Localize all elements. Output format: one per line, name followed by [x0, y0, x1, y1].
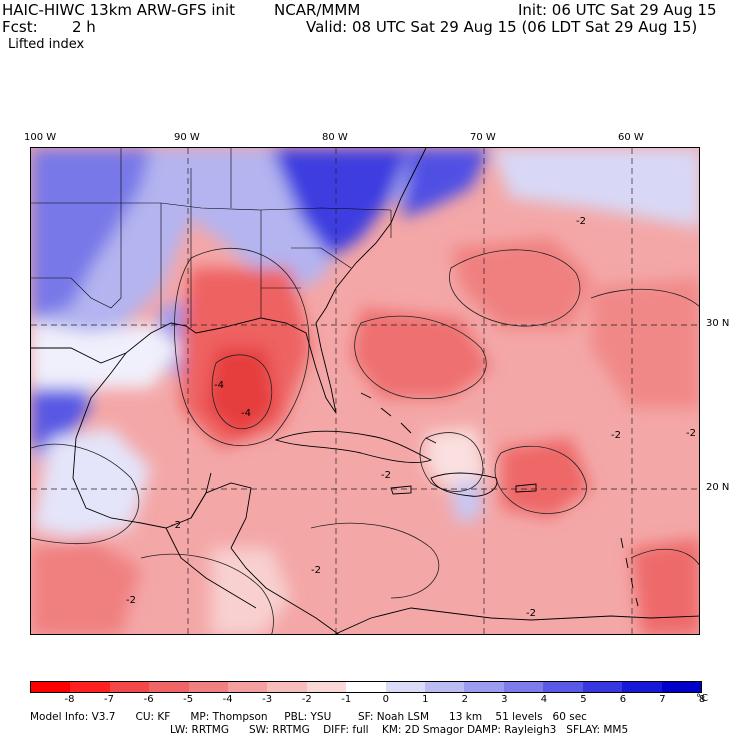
colorbar-tick-label: 3	[501, 694, 508, 705]
colorbar-tick-label: 0	[382, 694, 389, 705]
colorbar-tick-label: -6	[143, 694, 154, 705]
colorbar	[30, 681, 702, 693]
colorbar-tick-label: 6	[619, 694, 627, 705]
valid-time: Valid: 08 UTC Sat 29 Aug 15 (06 LDT Sat …	[306, 18, 698, 36]
colorbar-tick-label: 8	[698, 694, 706, 705]
colorbar-tick-label: -8	[64, 694, 75, 705]
colorbar-tick-label: -1	[341, 694, 352, 705]
colorbar-swatch	[464, 682, 504, 692]
colorbar-tick-label: -3	[262, 694, 273, 705]
coastlines	[31, 148, 699, 634]
colorbar-swatch	[306, 682, 347, 692]
colorbar-swatch	[385, 682, 426, 692]
colorbar-swatch	[267, 682, 307, 692]
colorbar-swatch	[109, 682, 150, 692]
graticule	[31, 148, 699, 634]
lon-label-80w: 80 W	[322, 132, 348, 143]
map-canvas: -2 -2 -2 -2 -2 -2 -2 -4 -4 -2	[31, 148, 699, 634]
contour-label: -2	[381, 470, 391, 481]
colorbar-tick-label: -2	[301, 694, 312, 705]
colorbar-tick-label: 7	[659, 694, 666, 705]
colorbar-swatch	[582, 682, 623, 692]
contour-label: -2	[126, 595, 136, 606]
lat-label-30n: 30 N	[706, 318, 730, 329]
colorbar-swatch	[31, 682, 71, 692]
contour-label: -4	[214, 380, 224, 391]
contour-label: -2	[611, 430, 621, 441]
org-label: NCAR/MMM	[274, 1, 361, 19]
contour-label: -2	[576, 216, 586, 227]
political-borders	[31, 148, 392, 328]
lon-label-70w: 70 W	[470, 132, 496, 143]
lon-label-100w: 100 W	[24, 132, 57, 143]
colorbar-swatch	[188, 682, 229, 692]
colorbar-swatch	[543, 682, 583, 692]
colorbar-swatch	[70, 682, 110, 692]
colorbar-tick-label: 4	[540, 694, 548, 705]
lat-label-20n: 20 N	[706, 482, 730, 493]
colorbar-swatch	[622, 682, 662, 692]
colorbar-labels: -8 -7 -6 -5 -4 -3 -2 -1 0 1 2 3 4 5 6 7 8	[30, 694, 706, 706]
lifted-index-map: -2 -2 -2 -2 -2 -2 -2 -4 -4 -2	[30, 147, 700, 635]
colorbar-tick-label: -7	[104, 694, 115, 705]
colorbar-swatch	[661, 682, 701, 692]
contour-label: -2	[526, 608, 536, 619]
lon-label-60w: 60 W	[618, 132, 644, 143]
model-title: HAIC-HIWC 13km ARW-GFS init	[2, 1, 236, 19]
contour-label: -2	[311, 565, 321, 576]
colorbar-tick-label: 1	[422, 694, 429, 705]
colorbar-swatch	[228, 682, 268, 692]
contour-label: -2	[686, 428, 696, 439]
fcst-value: 2 h	[72, 18, 96, 36]
colorbar-unit: °C	[696, 693, 708, 704]
field-name: Lifted index	[8, 37, 85, 52]
colorbar-swatch	[425, 682, 465, 692]
colorbar-swatch	[149, 682, 189, 692]
colorbar-tick-label: 2	[461, 694, 468, 705]
contour-label: -2	[171, 520, 181, 531]
contour-label: -4	[241, 408, 251, 419]
colorbar-swatch	[503, 682, 544, 692]
model-info-line2: LW: RRTMG SW: RRTMG DIFF: full KM: 2D Sm…	[170, 724, 629, 736]
colorbar-tick-label: 5	[580, 694, 587, 705]
colorbar-swatch	[346, 682, 386, 692]
model-info-line1: Model Info: V3.7 CU: KF MP: Thompson PBL…	[30, 711, 587, 723]
contour-label-group: -2 -2 -2 -2 -2 -2 -2 -4 -4 -2	[126, 216, 696, 619]
init-time: Init: 06 UTC Sat 29 Aug 15	[518, 1, 717, 19]
colorbar-tick-label: -5	[183, 694, 194, 705]
fcst-label: Fcst:	[2, 18, 38, 36]
contour-lines	[31, 247, 699, 634]
lon-label-90w: 90 W	[174, 132, 200, 143]
colorbar-tick-label: -4	[222, 694, 233, 705]
